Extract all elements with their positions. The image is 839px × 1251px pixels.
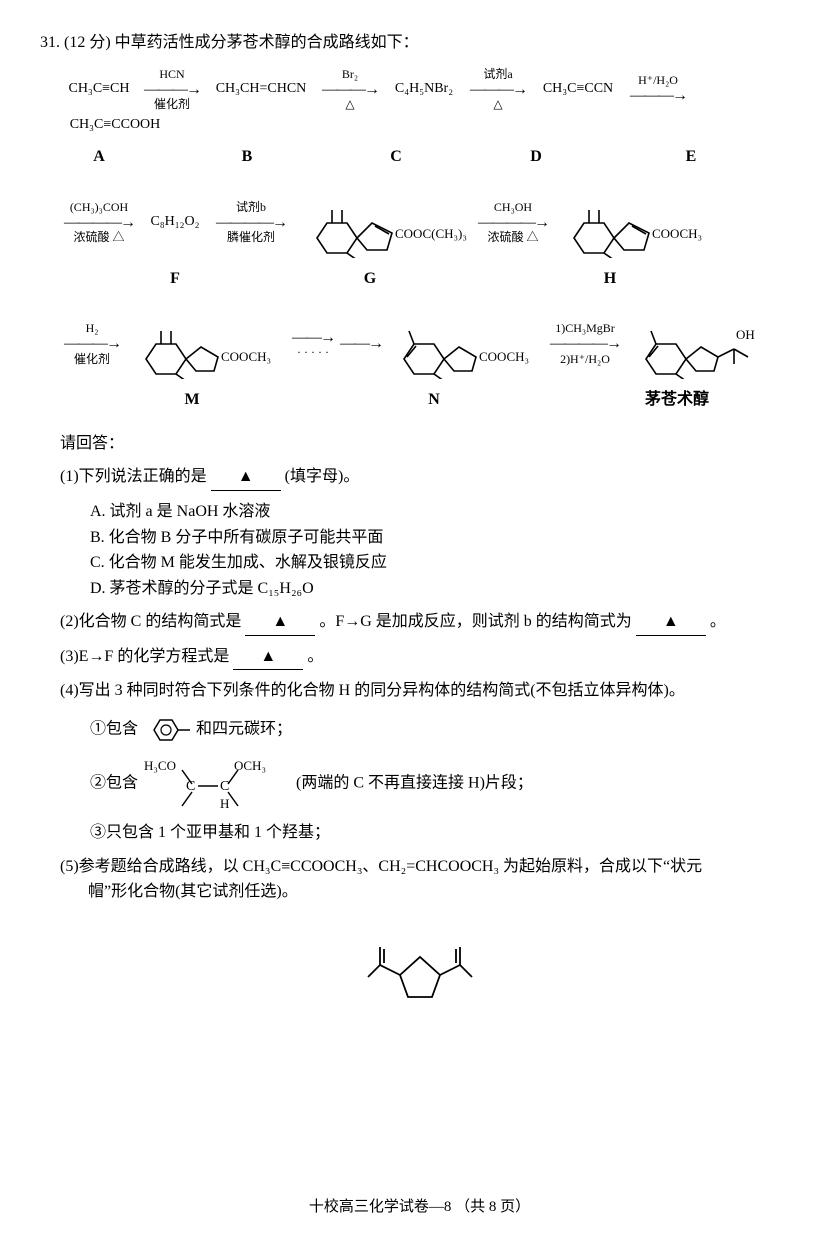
answer-prompt: 请回答： (60, 431, 799, 457)
label-H: H (530, 266, 690, 292)
structure-M-icon: COOCH₃ (126, 309, 286, 379)
target-structure (40, 915, 799, 1015)
svg-text:H₃CO: H₃CO (144, 758, 176, 773)
blank-3: ▲ (233, 644, 303, 671)
svg-text:COOC(CH₃)₃: COOC(CH₃)₃ (395, 226, 467, 241)
svg-text:COOCH₃: COOCH₃ (479, 349, 529, 364)
structure-G-icon: COOC(CH₃)₃ (297, 188, 467, 258)
arrow-9: 1)CH₃MgBr ————→ 2)H⁺/H₂O (550, 322, 620, 366)
labels-row-2: F G H (60, 266, 799, 292)
svg-text:OCH₃: OCH₃ (234, 758, 266, 773)
q-stem: 中草药活性成分茅苍术醇的合成路线如下： (115, 34, 419, 51)
arrow-icon: ————→ (216, 214, 286, 232)
mol-product: OH (626, 309, 776, 379)
option-A: A. 试剂 a 是 NaOH 水溶液 (90, 499, 799, 525)
arrow-1: HCN ———→ 催化剂 (144, 68, 200, 112)
blank-2b: ▲ (636, 609, 706, 636)
label-N: N (354, 387, 514, 413)
svg-text:H: H (220, 796, 229, 811)
fragment-structure: H₃CO OCH₃ C C H (142, 756, 292, 812)
option-B: B. 化合物 B 分子中所有碳原子可能共平面 (90, 525, 799, 551)
condition-2: ②包含 H₃CO OCH₃ C C H (两端的 C 不再直接连接 H)片段； (90, 756, 799, 812)
structure-N-icon: COOCH₃ (384, 309, 544, 379)
q-number: 31. (40, 34, 60, 51)
mol-B: CH₃CH=CHCN (206, 78, 316, 100)
structure-product-icon: OH (626, 309, 776, 379)
sub-question-3: (3)E→F 的化学方程式是 ▲ 。 (60, 644, 799, 671)
scheme-row-1: CH₃C≡CH HCN ———→ 催化剂 CH₃CH=CHCN Br₂ ———→… (60, 68, 799, 136)
arrow-6: 试剂b ————→ 膦催化剂 (216, 201, 286, 245)
arrow-icon: ———→ (630, 87, 686, 105)
mol-C: C₄H₅NBr₂ (384, 78, 464, 100)
condition-1: ①包含 和四元碳环； (90, 712, 799, 748)
mol-A: CH₃C≡CH (60, 78, 138, 100)
fragment-icon: H₃CO OCH₃ C C H (142, 756, 292, 812)
arrow-icon: ————→ (478, 214, 548, 232)
svg-text:COOCH₃: COOCH₃ (221, 349, 271, 364)
label-G: G (280, 266, 460, 292)
arrow-icon: ————→ (550, 335, 620, 353)
labels-row-1: A B C D E (60, 144, 799, 170)
blank-1: ▲ (211, 464, 281, 491)
mol-F: C₈H₁₂O₂ (140, 211, 210, 233)
option-C: C. 化合物 M 能发生加成、水解及银镜反应 (90, 550, 799, 576)
arrow-icon: ———→ (470, 81, 526, 99)
arrow-icon: ———→ (64, 335, 120, 353)
blank-2a: ▲ (245, 609, 315, 636)
q-points: (12 分) (64, 34, 111, 51)
arrow-4: H⁺/H₂O ———→ (630, 74, 686, 105)
arrow-3: 试剂a ———→ △ (470, 68, 526, 112)
mol-E: CH₃C≡CCOOH (60, 114, 170, 136)
sub-question-4: (4)写出 3 种同时符合下列条件的化合物 H 的同分异构体的结构简式(不包括立… (60, 678, 799, 704)
label-D: D (490, 144, 582, 170)
sub-question-1: (1)下列说法正确的是 ▲ (填字母)。 (60, 464, 799, 491)
arrow-5: (CH₃)₃COH ————→ 浓硫酸 △ (64, 201, 134, 245)
arrow-icon: ——→ (340, 331, 382, 357)
arrow-icon: ————→ (64, 214, 134, 232)
sub-question-2: (2)化合物 C 的结构简式是 ▲ 。F→G 是加成反应，则试剂 b 的结构简式… (60, 609, 799, 636)
mol-D: CH₃C≡CCN (532, 78, 624, 100)
mol-H: COOCH₃ (554, 188, 714, 258)
label-M: M (112, 387, 272, 413)
option-D: D. 茅苍术醇的分子式是 C₁₅H₂₆O (90, 576, 799, 602)
arrow-8: H₂ ———→ 催化剂 (64, 322, 120, 366)
label-C: C (356, 144, 436, 170)
benzene-icon (142, 712, 192, 748)
label-E: E (636, 144, 746, 170)
mol-N: COOCH₃ (384, 309, 544, 379)
question-header: 31. (12 分) 中草药活性成分茅苍术醇的合成路线如下： (40, 30, 799, 56)
svg-text:COOCH₃: COOCH₃ (652, 226, 702, 241)
mol-G: COOC(CH₃)₃ (292, 188, 472, 258)
labels-row-3: M N 茅苍术醇 (60, 387, 799, 413)
arrow-dots: ——→ · · · · · (292, 329, 334, 360)
mol-M: COOCH₃ (126, 309, 286, 379)
svg-text:C: C (220, 779, 229, 794)
arrow-icon: ——→ (292, 329, 334, 347)
structure-H-icon: COOCH₃ (554, 188, 714, 258)
page-footer: 十校高三化学试卷—8 （共 8 页） (40, 1195, 799, 1219)
svg-text:C: C (186, 779, 195, 794)
label-product: 茅苍术醇 (602, 387, 752, 413)
scheme-row-3: H₂ ———→ 催化剂 COOCH₃ ——→ · · · · · ——→ (60, 309, 799, 379)
label-F: F (140, 266, 210, 292)
label-B: B (192, 144, 302, 170)
sub-question-5: (5)参考题给合成路线，以 CH₃C≡CCOOCH₃、CH₂=CHCOOCH₃ … (60, 854, 799, 905)
condition-3: ③只包含 1 个亚甲基和 1 个羟基； (90, 820, 799, 846)
label-A: A (60, 144, 138, 170)
arrow-icon: ———→ (144, 81, 200, 99)
arrow-7: CH₃OH ————→ 浓硫酸 △ (478, 201, 548, 245)
svg-text:OH: OH (736, 327, 755, 342)
zhuangyuanmao-icon (330, 915, 510, 1015)
scheme-row-2: (CH₃)₃COH ————→ 浓硫酸 △ C₈H₁₂O₂ 试剂b ————→ … (60, 188, 799, 258)
arrow-icon: ———→ (322, 81, 378, 99)
arrow-2: Br₂ ———→ △ (322, 68, 378, 112)
